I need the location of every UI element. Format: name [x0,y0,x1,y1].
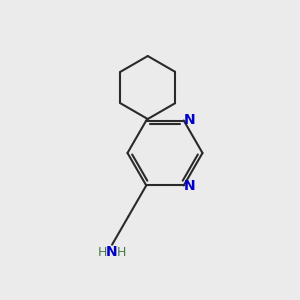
Text: H: H [98,246,107,259]
Text: N: N [106,245,118,259]
Text: N: N [183,113,195,127]
Text: N: N [183,179,195,193]
Text: H: H [117,246,126,259]
